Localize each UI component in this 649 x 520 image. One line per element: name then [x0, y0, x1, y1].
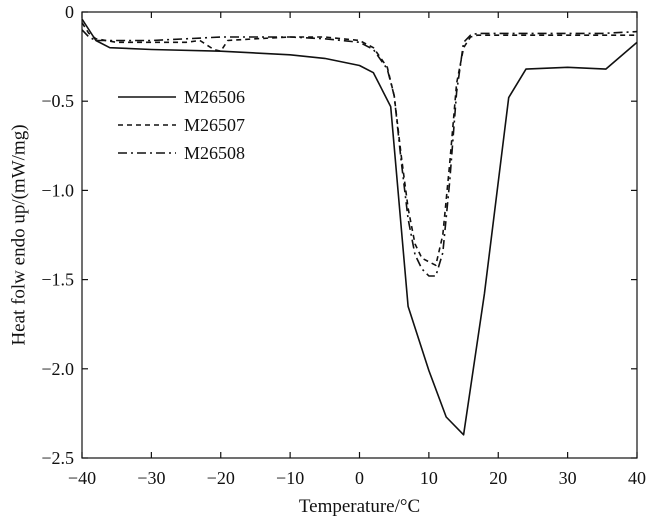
legend: M26506 M26507 M26508 [118, 87, 245, 163]
legend-label-1: M26506 [184, 87, 245, 107]
y-tick-label: −0.5 [41, 91, 74, 111]
x-tick-label: 30 [559, 468, 577, 488]
y-tick-label: 0 [65, 2, 74, 22]
y-axis-ticks: 0 −0.5 −1.0 −1.5 −2.0 −2.5 [41, 2, 637, 468]
legend-label-3: M26508 [184, 143, 245, 163]
series-line-1 [81, 18, 638, 436]
series-layer [81, 18, 638, 436]
x-tick-label: 10 [420, 468, 438, 488]
x-tick-label: −20 [207, 468, 235, 488]
x-tick-label: −40 [68, 468, 96, 488]
y-axis-title: Heat folw endo up/(mW/mg) [8, 124, 29, 345]
y-tick-label: −2.0 [41, 359, 74, 379]
x-axis-title: Temperature/°C [299, 496, 420, 517]
y-tick-label: −1.0 [41, 180, 74, 200]
legend-label-2: M26507 [184, 115, 245, 135]
x-axis-ticks: −40 −30 −20 −10 0 10 20 30 40 [68, 12, 646, 488]
series-line-2 [81, 22, 637, 267]
plot-frame [81, 11, 638, 459]
x-tick-label: 0 [355, 468, 364, 488]
series-line-3 [81, 29, 638, 277]
x-tick-label: 40 [628, 468, 646, 488]
y-tick-label: −1.5 [41, 270, 74, 290]
x-tick-label: −10 [276, 468, 304, 488]
y-tick-label: −2.5 [41, 448, 74, 468]
x-tick-label: 20 [489, 468, 507, 488]
x-tick-label: −30 [137, 468, 165, 488]
